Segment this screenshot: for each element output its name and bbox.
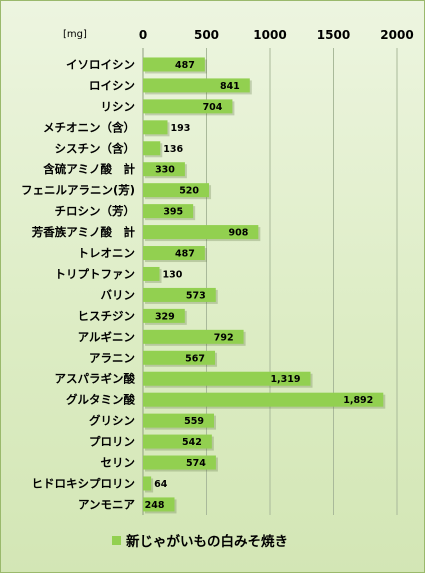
bar bbox=[143, 162, 185, 177]
x-tick-label: 0 bbox=[139, 28, 147, 42]
data-label: 193 bbox=[171, 123, 191, 134]
category-label: ヒドロキシプロリン bbox=[32, 476, 136, 490]
data-label: 487 bbox=[175, 249, 195, 260]
data-label: 792 bbox=[214, 332, 234, 343]
data-label: 487 bbox=[175, 60, 195, 71]
bar bbox=[143, 455, 216, 470]
bar bbox=[143, 246, 205, 261]
data-label: 136 bbox=[163, 144, 183, 155]
data-label: 559 bbox=[184, 416, 204, 427]
category-label: アルギニン bbox=[78, 330, 135, 344]
bar bbox=[143, 350, 216, 365]
data-label: 574 bbox=[186, 458, 206, 469]
category-label: アンモニア bbox=[78, 497, 136, 511]
bar bbox=[143, 183, 210, 198]
category-label: チロシン（芳） bbox=[55, 204, 136, 218]
bar bbox=[143, 392, 384, 407]
data-label: 841 bbox=[220, 81, 240, 92]
bar bbox=[143, 78, 250, 93]
bar bbox=[143, 308, 185, 323]
data-label: 573 bbox=[186, 290, 206, 301]
data-label: 64 bbox=[154, 479, 168, 490]
bar bbox=[143, 141, 161, 156]
bar bbox=[143, 287, 216, 302]
legend: 新じゃがいもの白みそ焼き bbox=[112, 533, 288, 550]
data-label: 908 bbox=[228, 228, 248, 239]
data-label: 130 bbox=[163, 269, 183, 280]
category-label: イソロイシン bbox=[66, 57, 135, 71]
category-label: フェニルアラニン(芳) bbox=[21, 183, 135, 197]
data-label: 395 bbox=[163, 207, 183, 218]
data-label: 704 bbox=[203, 102, 223, 113]
bar bbox=[143, 413, 214, 428]
category-label: グリシン bbox=[89, 414, 135, 428]
bar bbox=[143, 476, 152, 491]
category-label: アスパラギン酸 bbox=[55, 372, 136, 386]
category-label: トリプトファン bbox=[55, 267, 136, 281]
data-label: 329 bbox=[155, 311, 175, 322]
x-tick-label: 2000 bbox=[380, 28, 413, 42]
legend-label: 新じゃがいもの白みそ焼き bbox=[126, 533, 288, 550]
category-label: プロリン bbox=[89, 435, 135, 449]
category-label: リシン bbox=[101, 99, 136, 113]
category-label: 含硫アミノ酸 計 bbox=[42, 162, 135, 176]
bar bbox=[143, 57, 205, 72]
bar bbox=[143, 99, 233, 114]
x-tick-label: 1000 bbox=[253, 28, 286, 42]
bar bbox=[143, 225, 259, 240]
category-label: バリン bbox=[101, 288, 136, 302]
category-label: 芳香族アミノ酸 計 bbox=[32, 225, 136, 239]
category-label: アラニン bbox=[89, 351, 135, 365]
bar bbox=[143, 266, 160, 281]
category-label: シスチン（含） bbox=[55, 141, 136, 155]
category-label: ヒスチジン bbox=[78, 309, 136, 323]
bar bbox=[143, 120, 168, 135]
category-label: ロイシン bbox=[89, 78, 135, 92]
data-label: 1,319 bbox=[270, 374, 300, 385]
unit-label: [mg] bbox=[63, 29, 87, 40]
data-label: 567 bbox=[185, 353, 205, 364]
x-tick-label: 500 bbox=[194, 28, 219, 42]
data-label: 520 bbox=[179, 186, 199, 197]
data-label: 248 bbox=[145, 500, 165, 511]
bar bbox=[143, 329, 244, 344]
data-label: 1,892 bbox=[343, 395, 373, 406]
bar bbox=[143, 434, 212, 449]
category-label: トレオニン bbox=[78, 246, 136, 260]
bar bbox=[143, 497, 175, 512]
bar bbox=[143, 204, 194, 219]
data-label: 542 bbox=[182, 437, 202, 448]
category-label: グルタミン酸 bbox=[66, 393, 135, 407]
x-tick-label: 1500 bbox=[317, 28, 350, 42]
data-label: 330 bbox=[155, 165, 175, 176]
legend-swatch bbox=[112, 536, 121, 545]
category-label: メチオニン（含） bbox=[43, 120, 135, 134]
bar bbox=[143, 371, 311, 386]
category-label: セリン bbox=[101, 456, 136, 470]
